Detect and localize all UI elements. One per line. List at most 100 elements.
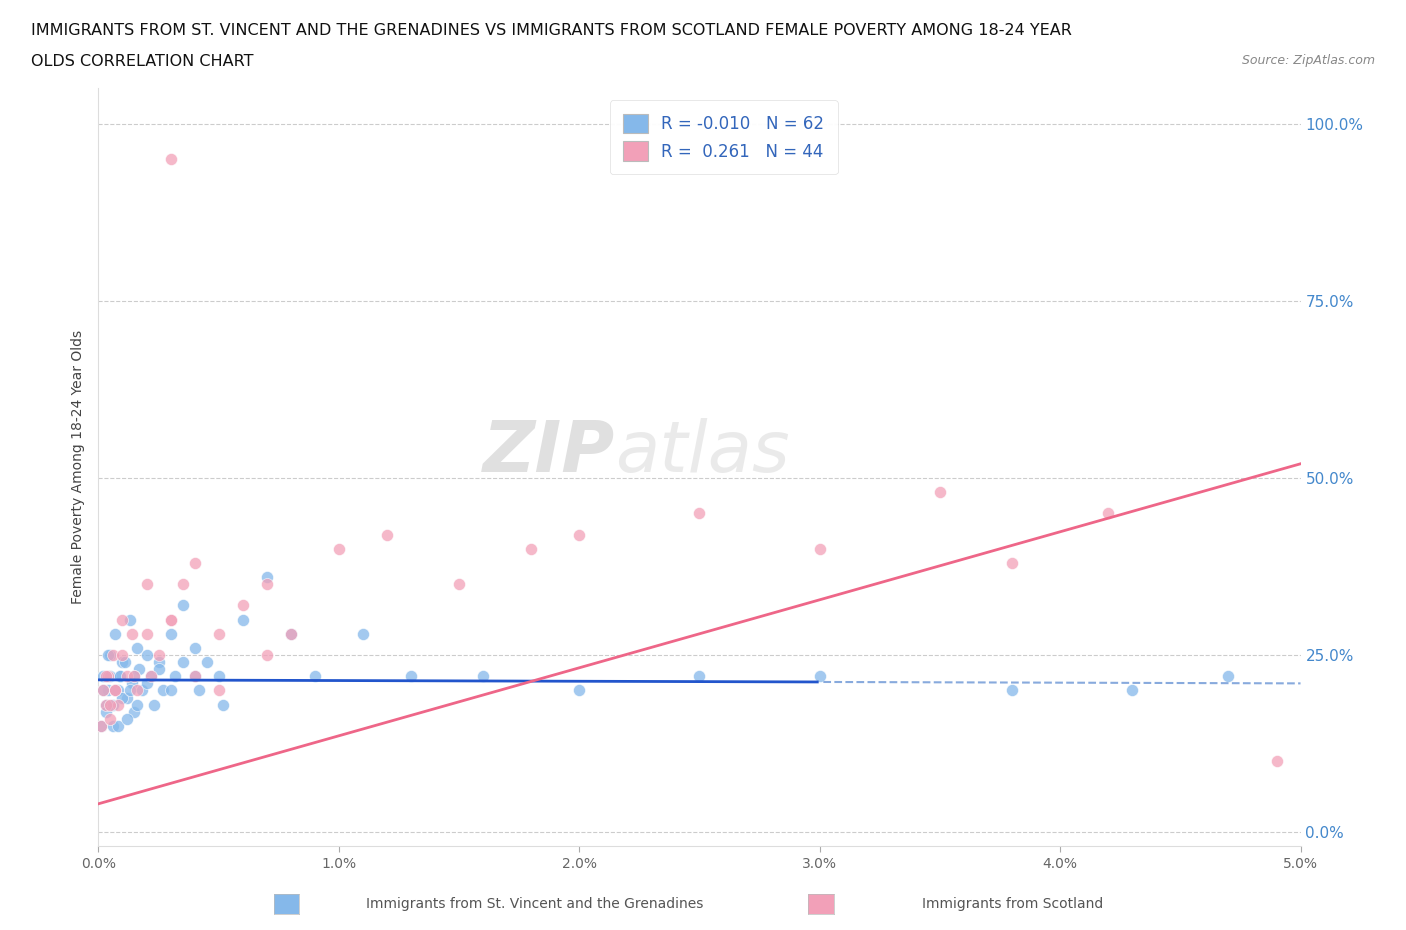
Point [125, 683, 148, 698]
Text: atlas: atlas [616, 418, 790, 486]
Point [208, 683, 231, 698]
Point [108, 669, 131, 684]
Point [568, 683, 591, 698]
Point [135, 676, 157, 691]
Point [808, 669, 831, 684]
Point [256, 647, 278, 662]
Point [90, 719, 112, 734]
Y-axis label: Female Poverty Among 18-24 Year Olds: Female Poverty Among 18-24 Year Olds [72, 330, 86, 604]
Text: Immigrants from St. Vincent and the Grenadines: Immigrants from St. Vincent and the Gren… [366, 897, 703, 911]
Point [689, 506, 711, 521]
Text: OLDS CORRELATION CHART: OLDS CORRELATION CHART [31, 54, 253, 69]
Point [94, 704, 117, 719]
Point [472, 669, 495, 684]
Point [100, 711, 122, 726]
Point [124, 704, 146, 719]
Point [808, 541, 831, 556]
Point [232, 598, 254, 613]
Point [124, 669, 146, 684]
Point [118, 683, 141, 698]
Point [141, 669, 163, 684]
Point [1001, 683, 1024, 698]
Point [94, 669, 117, 684]
Point [97, 647, 120, 662]
Point [208, 669, 231, 684]
Point [114, 655, 136, 670]
Point [183, 641, 205, 656]
Point [195, 655, 218, 670]
Point [148, 655, 170, 670]
Point [188, 683, 211, 698]
Text: IMMIGRANTS FROM ST. VINCENT AND THE GRENADINES VS IMMIGRANTS FROM SCOTLAND FEMAL: IMMIGRANTS FROM ST. VINCENT AND THE GREN… [31, 23, 1071, 38]
Point [117, 669, 139, 684]
Point [304, 669, 326, 684]
Point [148, 662, 170, 677]
Point [159, 626, 181, 641]
Point [135, 626, 157, 641]
Point [172, 598, 194, 613]
Point [117, 690, 139, 705]
Point [101, 647, 124, 662]
Point [117, 711, 139, 726]
Point [568, 527, 591, 542]
Point [104, 683, 127, 698]
Point [1097, 506, 1119, 521]
Point [94, 698, 117, 712]
Point [183, 669, 205, 684]
Point [97, 669, 120, 684]
Point [100, 647, 122, 662]
Point [90, 719, 112, 734]
Point [100, 669, 122, 684]
Point [111, 647, 134, 662]
Point [280, 626, 302, 641]
Point [152, 683, 174, 698]
Point [1265, 754, 1288, 769]
Point [165, 669, 187, 684]
Point [1218, 669, 1240, 684]
Point [111, 690, 134, 705]
Point [232, 612, 254, 627]
Point [111, 655, 134, 670]
Point [142, 698, 165, 712]
Point [104, 683, 127, 698]
Point [159, 612, 181, 627]
Point [280, 626, 302, 641]
Point [172, 655, 194, 670]
Point [399, 669, 422, 684]
Point [352, 626, 374, 641]
Point [929, 485, 952, 499]
Point [108, 669, 131, 684]
Point [121, 626, 143, 641]
Point [148, 647, 170, 662]
Point [212, 698, 235, 712]
Point [100, 698, 122, 712]
Point [183, 555, 205, 570]
Point [101, 698, 124, 712]
Point [121, 676, 143, 691]
Point [1001, 555, 1024, 570]
Point [256, 570, 278, 585]
Point [107, 683, 129, 698]
Point [91, 683, 114, 698]
Point [107, 719, 129, 734]
Point [91, 683, 114, 698]
Point [104, 683, 127, 698]
Point [1121, 683, 1143, 698]
Point [104, 626, 127, 641]
Point [125, 698, 148, 712]
Point [159, 612, 181, 627]
Text: Immigrants from Scotland: Immigrants from Scotland [922, 897, 1102, 911]
Point [328, 541, 350, 556]
Point [131, 683, 153, 698]
Point [375, 527, 398, 542]
Point [107, 698, 129, 712]
Point [97, 683, 120, 698]
Point [125, 641, 148, 656]
Point [159, 152, 181, 166]
Point [447, 577, 470, 591]
Point [183, 669, 205, 684]
Point [135, 647, 157, 662]
Point [256, 577, 278, 591]
Point [94, 698, 117, 712]
Point [159, 683, 181, 698]
